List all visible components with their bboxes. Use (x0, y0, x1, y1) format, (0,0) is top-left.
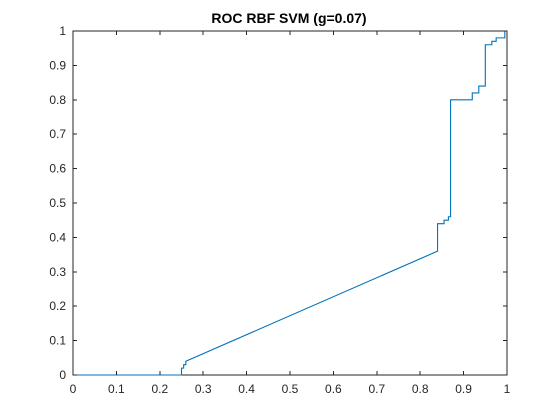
y-tick-label: 0.4 (49, 230, 66, 244)
y-tick-label: 0.5 (49, 196, 66, 210)
y-tick-label: 0 (59, 368, 66, 382)
x-tick-label: 0.5 (282, 382, 299, 396)
chart-title: ROC RBF SVM (g=0.07) (211, 10, 366, 26)
y-tick-label: 0.1 (49, 334, 66, 348)
x-tick-label: 0.8 (412, 382, 429, 396)
x-tick-label: 0.7 (368, 382, 385, 396)
y-tick-label: 0.3 (49, 265, 66, 279)
x-tick-label: 0.1 (108, 382, 125, 396)
y-tick-label: 0.2 (49, 299, 66, 313)
x-tick-label: 0.3 (195, 382, 212, 396)
tick-labels: 0 0.1 0.2 0.3 0.4 0.5 0.6 0.7 0.8 0.9 1 0 0.1 0.2 0.3 0… (49, 24, 510, 396)
axis-ticks (72, 30, 508, 376)
y-tick-label: 0.7 (49, 127, 66, 141)
plot-area (72, 30, 508, 376)
x-tick-label: 0 (70, 382, 77, 396)
axes-frame (72, 30, 508, 376)
y-tick-label: 0.6 (49, 162, 66, 176)
roc-curve-line (73, 30, 507, 376)
x-tick-label: 1 (504, 382, 511, 396)
y-tick-label: 0.8 (49, 93, 66, 107)
x-tick-label: 0.9 (455, 382, 472, 396)
x-tick-label: 0.6 (325, 382, 342, 396)
y-tick-label: 1 (59, 24, 66, 38)
x-tick-label: 0.4 (238, 382, 255, 396)
x-tick-label: 0.2 (151, 382, 168, 396)
y-tick-label: 0.9 (49, 58, 66, 72)
